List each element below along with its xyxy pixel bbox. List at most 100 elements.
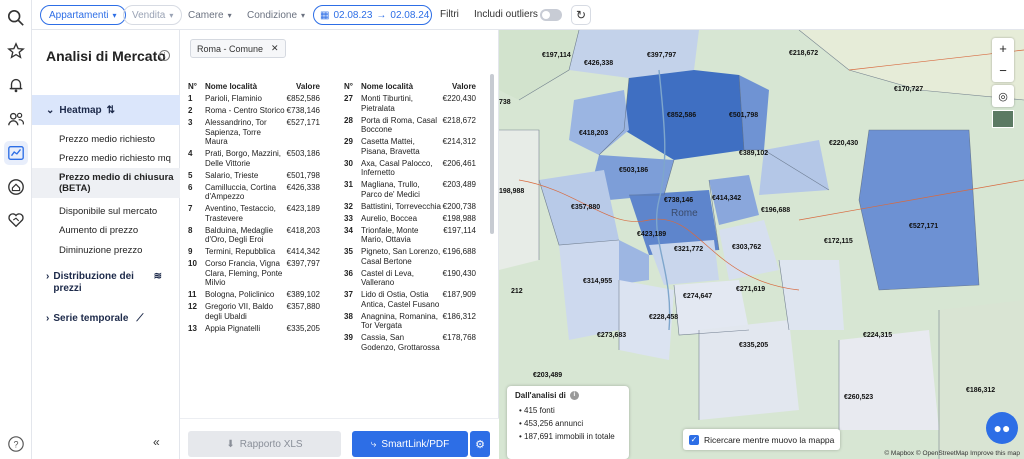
search-on-move-checkbox[interactable]: ✓ Ricercare mentre muovo la mappa: [683, 429, 840, 450]
date-range-picker[interactable]: ▦ 02.08.23 → 02.08.24: [313, 5, 432, 25]
table-row[interactable]: 36 Castel di Leva, Vallerano €190,430: [344, 269, 476, 288]
property-type-dropdown[interactable]: Appartamenti ▾: [40, 5, 126, 25]
header-name: Nome località: [361, 82, 414, 91]
table-row[interactable]: 7 Aventino, Testaccio, Trastevere €423,189: [188, 204, 320, 223]
table-row[interactable]: 29 Casetta Mattei, Pisana, Bravetta €214,3…: [344, 137, 476, 156]
map-attribution[interactable]: © Mapbox © OpenStreetMap Improve this ma…: [884, 450, 1020, 457]
gear-icon[interactable]: ⚙: [470, 431, 490, 457]
search-icon[interactable]: [4, 6, 28, 30]
table-row[interactable]: 8 Balduina, Medaglie d'Oro, Degli Eroi €41…: [188, 226, 320, 245]
home-icon[interactable]: [4, 175, 28, 199]
price-label: €501,798: [729, 112, 759, 119]
header-n: N°: [344, 82, 353, 91]
price-label: €303,762: [732, 244, 762, 251]
table-row[interactable]: 38 Anagnina, Romanina, Tor Vergata €186,31…: [344, 312, 476, 331]
table-row[interactable]: 32 Battistini, Torrevecchia €200,738: [344, 202, 476, 212]
price-label: 198,988: [499, 188, 525, 195]
chart-icon[interactable]: [4, 141, 28, 165]
section-distribuzione[interactable]: › Distribuzione dei prezzi ≋: [32, 271, 162, 295]
table-row[interactable]: 9 Termini, Repubblica €414,342: [188, 247, 320, 257]
report-xls-button[interactable]: ⬇ Rapporto XLS: [188, 431, 341, 457]
chat-icon[interactable]: ●●: [986, 412, 1018, 444]
collapse-sidebar-icon[interactable]: «: [153, 435, 160, 449]
heatmap-map[interactable]: €197,114 €397,797 €426,338 €218,672 €852…: [499, 30, 1024, 459]
row-number: 11: [188, 290, 197, 299]
check-icon: ✓: [689, 434, 699, 445]
zoom-in-button[interactable]: +: [999, 41, 1007, 56]
download-icon: ⬇: [226, 438, 235, 450]
table-row[interactable]: 39 Cassia, San Godenzo, Grottarossa €178,7…: [344, 333, 476, 352]
row-number: 5: [188, 170, 193, 180]
outliers-toggle[interactable]: [540, 9, 562, 21]
table-row[interactable]: 28 Porta di Roma, Casal Boccone €218,672: [344, 116, 476, 135]
table-row[interactable]: 30 Axa, Casal Palocco, Infernetto €206,461: [344, 159, 476, 178]
zoom-out-button[interactable]: −: [999, 63, 1007, 78]
report-xls-label: Rapporto XLS: [239, 438, 303, 450]
table-row[interactable]: 37 Lido di Ostia, Ostia Antica, Castel Fu…: [344, 290, 476, 309]
filter-tag[interactable]: Roma - Comune ✕: [190, 39, 286, 58]
price-label: €186,312: [966, 387, 996, 394]
row-name: Castel di Leva, Vallerano: [361, 268, 414, 288]
stats-line: • 187,691 immobili in totale: [519, 432, 615, 441]
row-name: Prati, Borgo, Mazzini, Delle Vittorie: [205, 149, 282, 168]
row-value: €196,688: [442, 247, 476, 256]
table-row[interactable]: 33 Aurelio, Boccea €198,988: [344, 214, 476, 224]
satellite-toggle[interactable]: [992, 110, 1014, 128]
table-row[interactable]: 2 Roma - Centro Storico €738,146: [188, 106, 320, 116]
chevron-down-icon: ▾: [169, 10, 174, 20]
chevron-down-icon: ⌄: [46, 104, 55, 116]
table-row[interactable]: 35 Pigneto, San Lorenzo, Casal Bertone €19…: [344, 247, 476, 266]
nav-item-prezzo-chiusura[interactable]: Prezzo medio di chiusura (BETA): [32, 168, 180, 198]
star-icon[interactable]: [4, 39, 28, 63]
rooms-dropdown[interactable]: Camere ▾: [180, 5, 240, 25]
row-name: Trionfale, Monte Mario, Ottavia: [361, 225, 419, 245]
filters-button[interactable]: Filtri: [440, 9, 459, 20]
table-row[interactable]: 34 Trionfale, Monte Mario, Ottavia €197,11…: [344, 226, 476, 245]
heatmap-section[interactable]: ⌄ Heatmap ⇅: [32, 95, 180, 125]
users-icon[interactable]: [4, 107, 28, 131]
contract-label: Vendita: [132, 9, 166, 21]
table-row[interactable]: 3 Alessandrino, Tor Sapienza, Torre Maura…: [188, 118, 320, 147]
row-value: €186,312: [442, 311, 476, 321]
table-row[interactable]: 1 Parioli, Flaminio €852,586: [188, 94, 320, 104]
table-row[interactable]: 6 Camilluccia, Cortina d'Ampezzo €426,338: [188, 183, 320, 202]
table-row[interactable]: 13 Appia Pignatelli €335,205: [188, 324, 320, 334]
table-row[interactable]: 5 Salario, Trieste €501,798: [188, 171, 320, 181]
price-label: €414,342: [712, 195, 742, 202]
table-row[interactable]: 12 Gregorio VII, Baldo degli Ubaldi €357,8…: [188, 302, 320, 321]
help-icon[interactable]: ?: [4, 432, 28, 456]
handshake-icon[interactable]: [4, 208, 28, 232]
price-label: €172,115: [824, 238, 853, 245]
table-row[interactable]: 27 Monti Tiburtini, Pietralata €220,430: [344, 94, 476, 113]
row-value: €426,338: [286, 182, 320, 192]
bell-icon[interactable]: [4, 73, 28, 97]
info-icon[interactable]: i: [159, 50, 170, 61]
nav-item-disponibile[interactable]: Disponibile sul mercato: [32, 202, 180, 220]
nav-item-diminuzione-prezzo[interactable]: Diminuzione prezzo: [32, 241, 180, 259]
table-row[interactable]: 4 Prati, Borgo, Mazzini, Delle Vittorie €5…: [188, 149, 320, 168]
table-row[interactable]: 11 Bologna, Policlinico €389,102: [188, 290, 320, 300]
row-value: €187,909: [442, 290, 476, 299]
smartlink-pdf-button[interactable]: ⤷ SmartLink/PDF: [352, 431, 468, 457]
panel-footer: ⬇ Rapporto XLS ⤷ SmartLink/PDF ⚙: [180, 418, 499, 459]
info-icon[interactable]: i: [569, 391, 579, 400]
section-serie-temporale[interactable]: › Serie temporale ⟋: [32, 313, 180, 324]
contract-dropdown[interactable]: Vendita ▾: [123, 5, 183, 25]
price-label: €260,523: [844, 394, 874, 401]
header-value: Valore: [295, 82, 320, 91]
refresh-icon[interactable]: ↻: [571, 5, 591, 25]
nav-item-prezzo-medio-richiesto[interactable]: Prezzo medio richiesto: [32, 130, 180, 148]
close-icon[interactable]: ✕: [271, 43, 279, 53]
price-label: €426,338: [584, 60, 614, 67]
row-name: Pigneto, San Lorenzo, Casal Bertone: [361, 247, 441, 266]
table-row[interactable]: 31 Magliana, Trullo, Parco de' Medici €203…: [344, 180, 476, 199]
table-row[interactable]: 10 Corso Francia, Vigna Clara, Fleming, P…: [188, 259, 320, 288]
condition-dropdown[interactable]: Condizione ▾: [239, 5, 313, 25]
nav-item-prezzo-medio-mq[interactable]: Prezzo medio richiesto mq: [32, 149, 180, 167]
nav-item-aumento-prezzo[interactable]: Aumento di prezzo: [32, 221, 180, 239]
list-scrollbar[interactable]: [490, 74, 494, 234]
row-value: €220,430: [442, 94, 476, 103]
row-name: Camilluccia, Cortina d'Ampezzo: [205, 182, 277, 202]
row-name: Cassia, San Godenzo, Grottarossa: [361, 333, 440, 352]
locate-icon[interactable]: ◎: [992, 85, 1014, 107]
